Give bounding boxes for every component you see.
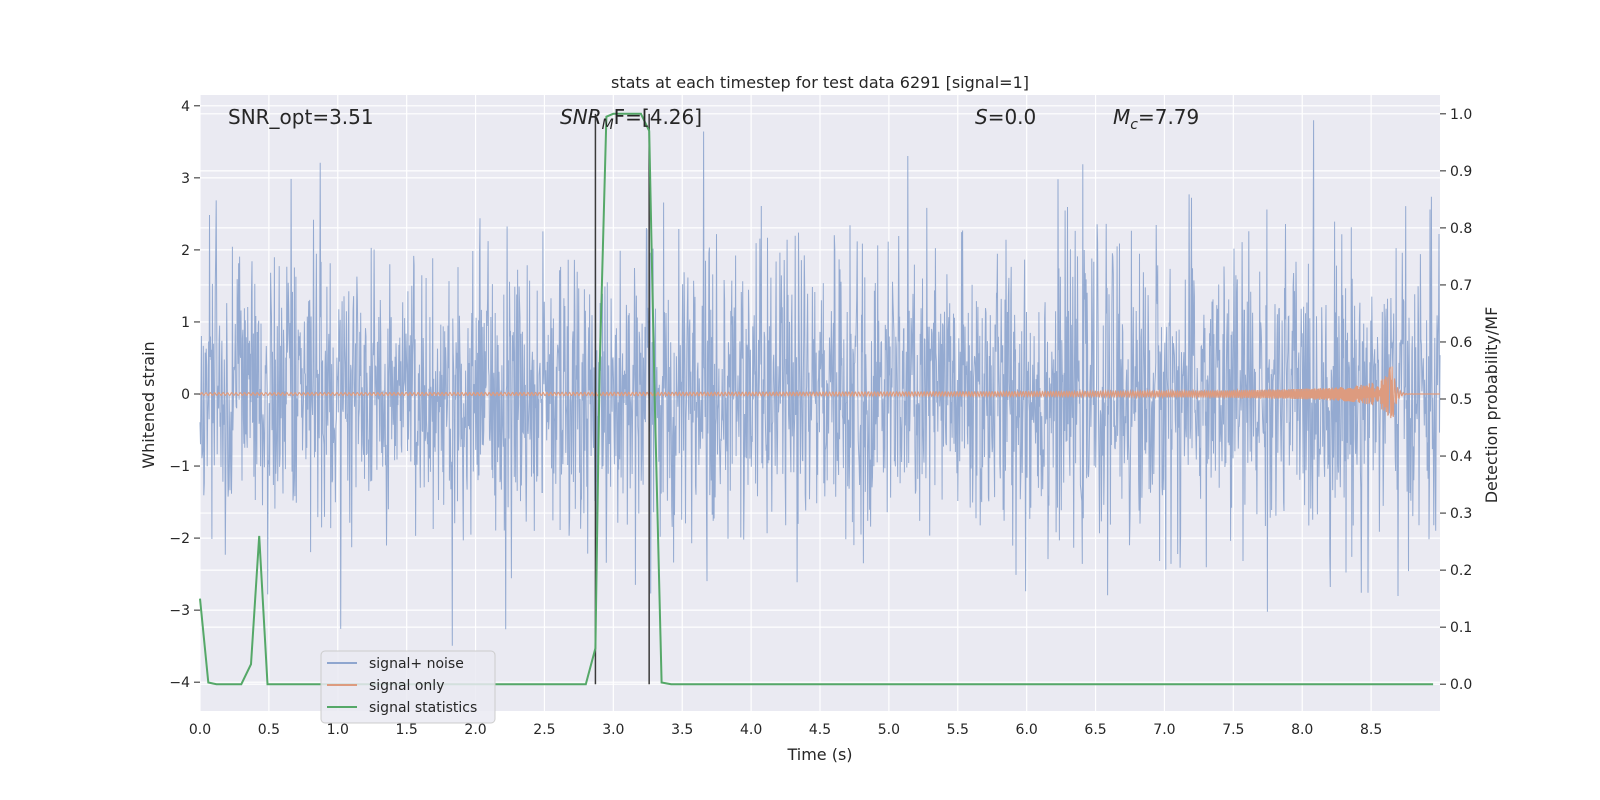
signal-statistics-line [199, 112, 1434, 686]
s-val: =0.0 [988, 105, 1037, 129]
legend: signal+ noise signal only signal statist… [320, 650, 496, 724]
x-tick-label: 8.5 [1360, 722, 1382, 738]
x-tick-label: 7.0 [1153, 722, 1175, 738]
annotation-mc: Mc=7.79 [1113, 105, 1199, 133]
signal-statistics-series [199, 112, 1434, 686]
snr-mf-main: SNR [560, 105, 602, 129]
y-tick-label-right: 0.5 [1450, 392, 1472, 408]
y-tick-label-right: 0.0 [1450, 677, 1472, 693]
s-var: S [975, 105, 988, 129]
y-tick-label-right: 1.0 [1450, 107, 1472, 123]
y-tick-label-left: −1 [169, 459, 190, 475]
x-tick-label: 2.0 [464, 722, 486, 738]
legend-label-signal-only: signal only [369, 678, 444, 694]
x-tick-label: 6.5 [1084, 722, 1106, 738]
x-axis-label: Time (s) [786, 745, 852, 764]
x-tick-label: 5.5 [947, 722, 969, 738]
y-tick-label-left: 1 [181, 315, 190, 331]
y-tick-label-left: −3 [169, 603, 190, 619]
x-tick-label: 2.5 [533, 722, 555, 738]
x-tick-label: 3.0 [602, 722, 624, 738]
y-tick-label-right: 0.2 [1450, 563, 1472, 579]
y-tick-label-left: −4 [169, 675, 190, 691]
mc-val: =7.79 [1138, 105, 1199, 129]
x-tick-label: 7.5 [1222, 722, 1244, 738]
y-tick-label-right: 0.6 [1450, 335, 1472, 351]
signal-only-series [199, 366, 1440, 419]
mc-sub: c [1130, 117, 1138, 133]
legend-label-signal-statistics: signal statistics [369, 700, 477, 716]
y-tick-label-right: 0.8 [1450, 221, 1472, 237]
snr-mf-sub: M [602, 117, 614, 133]
signal-only-line [199, 366, 1440, 419]
annotation-snr-opt: SNR_opt=3.51 [228, 105, 374, 129]
x-tick-label: 0.0 [189, 722, 211, 738]
x-tick-label: 1.5 [396, 722, 418, 738]
snr-mf-tail: F=[4.26] [614, 105, 702, 129]
legend-box [320, 650, 496, 724]
annotation-s: S=0.0 [975, 105, 1036, 129]
x-tick-label: 6.0 [1016, 722, 1038, 738]
chart-title: stats at each timestep for test data 629… [611, 73, 1029, 92]
x-tick-label: 5.0 [878, 722, 900, 738]
tick-labels: 0.0 0.5 1.0 1.5 2.0 2.5 3.0 3.5 4.0 4.5 5.0 5.5 6.0 6… [169, 99, 1472, 738]
signal-noise-series [199, 120, 1441, 646]
x-tick-label: 4.5 [809, 722, 831, 738]
mc-var: M [1113, 105, 1130, 129]
y-tick-label-left: 3 [181, 171, 190, 187]
y-axis-label-left: Whitened strain [139, 341, 158, 468]
y-tick-label-right: 0.3 [1450, 506, 1472, 522]
y-tick-label-right: 0.7 [1450, 278, 1472, 294]
y-tick-label-left: 4 [181, 99, 190, 115]
y-tick-label-left: −2 [169, 531, 190, 547]
y-tick-label-right: 0.9 [1450, 164, 1472, 180]
y-tick-label-right: 0.4 [1450, 449, 1472, 465]
x-tick-label: 4.0 [740, 722, 762, 738]
x-tick-label: 3.5 [671, 722, 693, 738]
annotation-snr-mf: SNRMF=[4.26] [560, 105, 702, 133]
y-axis-label-right: Detection probability/MF [1482, 307, 1501, 504]
y-tick-label-left: 0 [181, 387, 190, 403]
y-tick-label-left: 2 [181, 243, 190, 259]
signal-noise-line [199, 120, 1441, 646]
legend-label-signal-noise: signal+ noise [369, 656, 464, 672]
y-tick-label-right: 0.1 [1450, 620, 1472, 636]
x-tick-label: 1.0 [327, 722, 349, 738]
x-tick-label: 0.5 [258, 722, 280, 738]
x-tick-label: 8.0 [1291, 722, 1313, 738]
